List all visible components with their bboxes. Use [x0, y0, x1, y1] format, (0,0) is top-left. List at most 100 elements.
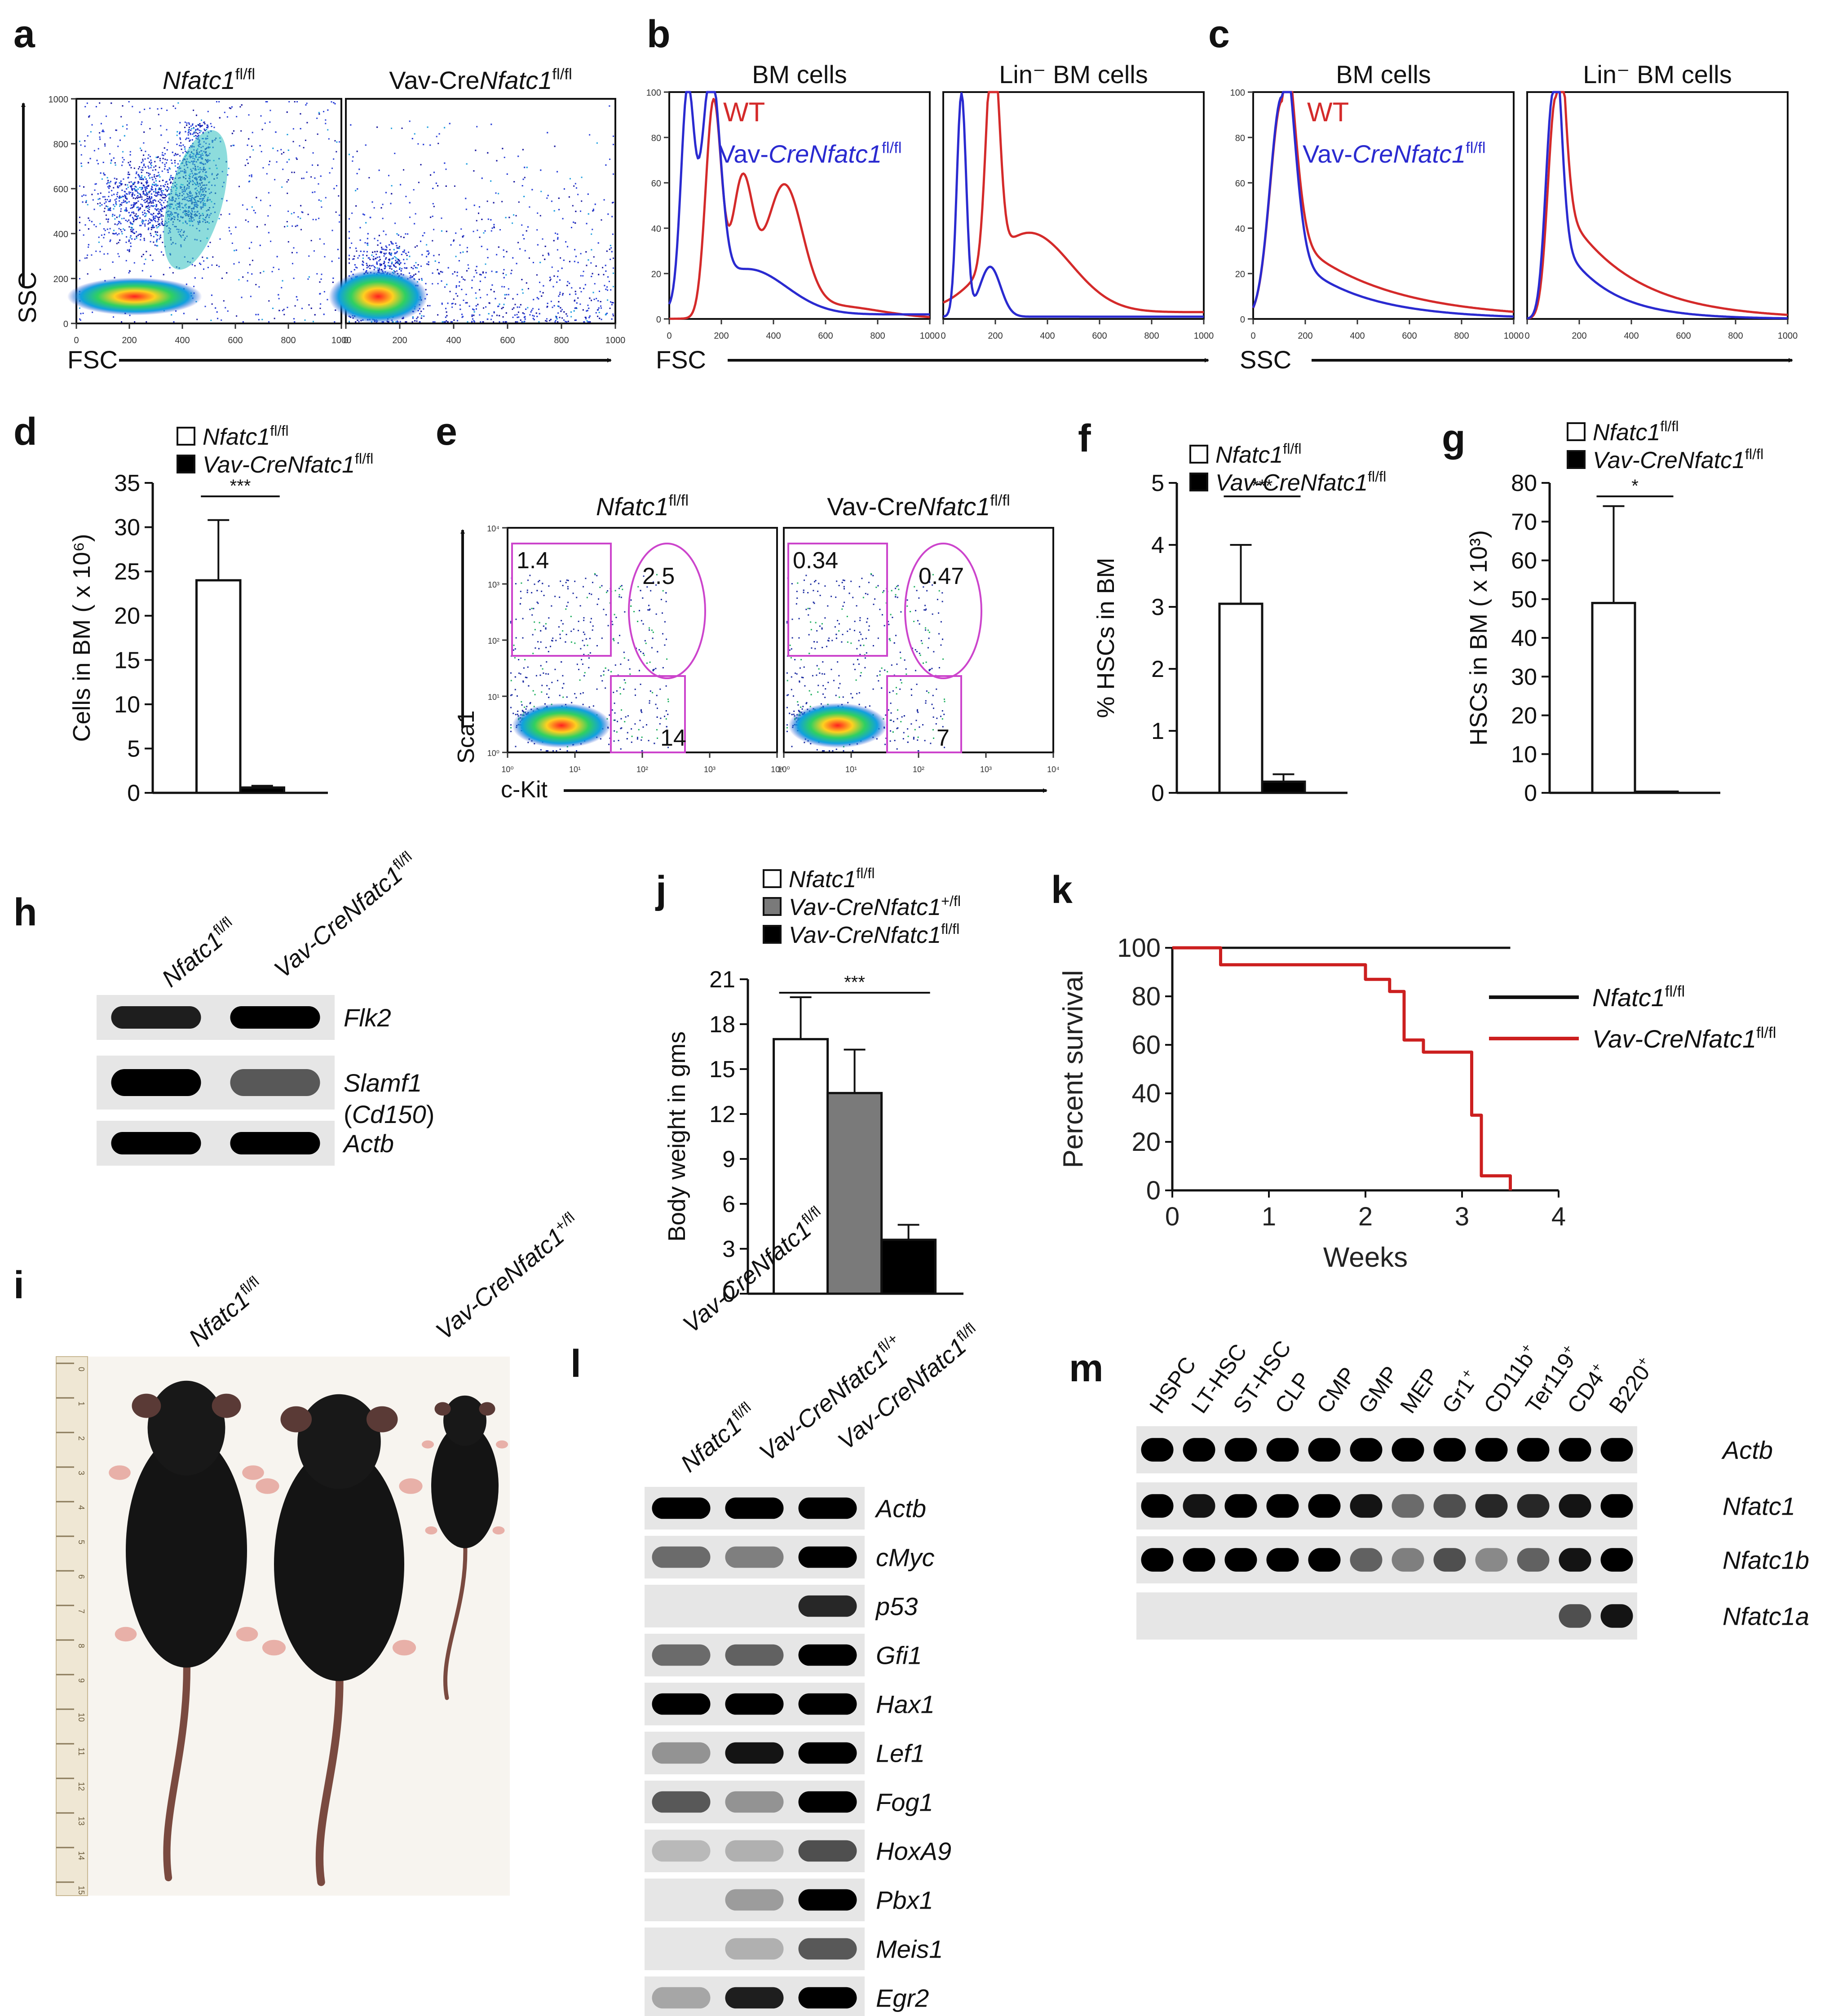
- panel-label-f: f: [1078, 417, 1091, 460]
- flow-dot: [146, 180, 148, 182]
- flow-dot: [572, 205, 574, 207]
- flow-dot: [159, 212, 161, 214]
- flow-dot: [95, 250, 97, 252]
- flow-dot: [334, 321, 336, 323]
- flow-dot: [117, 146, 119, 147]
- flow-dot: [93, 224, 95, 225]
- flow-dot: [501, 286, 503, 287]
- flow-dot: [434, 321, 436, 323]
- flow-dot: [589, 315, 591, 317]
- flow-dot: [153, 191, 155, 193]
- flow-dot: [446, 283, 448, 285]
- flow-dot: [109, 240, 111, 242]
- flow-dot: [417, 143, 419, 145]
- flow-dot: [419, 313, 421, 314]
- flow-dot: [428, 261, 429, 263]
- flow-dot: [174, 162, 176, 164]
- flow-dot: [412, 268, 414, 270]
- flow-dot: [588, 259, 589, 261]
- flow-dot: [399, 268, 401, 270]
- flow-dot: [516, 263, 517, 265]
- flow-dot: [248, 138, 250, 140]
- flow-dot: [400, 270, 402, 272]
- flow-dot: [366, 251, 368, 252]
- flow-dot: [142, 160, 144, 162]
- flow-dot: [233, 263, 235, 265]
- flow-dot: [179, 160, 181, 162]
- flow-dot: [143, 164, 145, 165]
- flow-dot: [613, 144, 614, 146]
- flow-dot: [294, 101, 296, 102]
- flow-dot: [108, 187, 110, 189]
- panel-label-c: c: [1208, 13, 1230, 56]
- flow-dot: [107, 206, 109, 208]
- flow-dot: [325, 119, 327, 121]
- flow-dot: [226, 272, 228, 274]
- flow-dot: [157, 108, 159, 110]
- flow-dot: [405, 252, 407, 254]
- flow-dot: [581, 200, 583, 202]
- flow-dot: [575, 211, 577, 212]
- flow-dot: [232, 145, 234, 146]
- flow-dot: [236, 315, 238, 317]
- flow-dot: [466, 302, 468, 304]
- flow-dot: [385, 245, 387, 247]
- flow-dot: [136, 190, 138, 192]
- c-x-tick-label: 600: [1402, 331, 1417, 341]
- flow-dot: [312, 191, 314, 193]
- flow-dot: [79, 230, 80, 231]
- flow-dot: [355, 321, 357, 323]
- flow-dot: [133, 206, 134, 208]
- flow-dot: [132, 224, 133, 225]
- flow-dot: [141, 182, 142, 184]
- flow-dot: [164, 206, 166, 208]
- flow-dot: [491, 315, 493, 317]
- flow-dot: [282, 309, 283, 311]
- flow-dot: [115, 232, 117, 234]
- flow-dot: [533, 319, 535, 321]
- flow-dot: [401, 128, 403, 129]
- flow-dot: [389, 265, 391, 267]
- flow-dot: [349, 321, 350, 323]
- flow-dot: [208, 246, 209, 248]
- flow-dot: [88, 217, 89, 219]
- flow-dot: [455, 285, 457, 287]
- flow-dot: [118, 223, 119, 225]
- flow-dot: [238, 261, 240, 263]
- flow-dot: [128, 239, 130, 241]
- flow-dot: [115, 129, 117, 131]
- flow-dot: [153, 219, 155, 221]
- flow-dot: [457, 295, 459, 297]
- flow-dot: [142, 169, 144, 171]
- flow-dot: [134, 203, 136, 205]
- flow-dot: [255, 284, 257, 286]
- flow-dot: [284, 226, 286, 228]
- flow-dot: [199, 123, 201, 125]
- flow-dot: [562, 293, 564, 295]
- label-part: CreNfatc1: [769, 140, 882, 168]
- flow-dot: [146, 201, 148, 203]
- flow-dot: [523, 313, 525, 314]
- flow-dot: [473, 204, 475, 206]
- flow-dot: [396, 258, 398, 260]
- flow-dot: [150, 167, 152, 168]
- flow-dot: [88, 244, 89, 246]
- flow-dot: [447, 321, 449, 323]
- c-x-tick-label: 800: [1454, 331, 1469, 341]
- flow-dot: [506, 173, 508, 175]
- flow-dot: [522, 234, 524, 236]
- flow-dot: [101, 204, 103, 206]
- flow-dot: [296, 252, 298, 253]
- flow-dot: [473, 170, 475, 172]
- flow-dot: [129, 314, 131, 316]
- flow-dot: [171, 162, 173, 164]
- flow-dot: [142, 214, 144, 216]
- flow-dot: [132, 192, 134, 194]
- flow-dot: [248, 175, 250, 177]
- flow-dot: [227, 174, 229, 176]
- flow-dot: [355, 248, 357, 249]
- flow-dot: [471, 321, 473, 323]
- flow-dot: [164, 207, 166, 209]
- flow-dot: [395, 321, 397, 323]
- flow-dot: [486, 248, 488, 250]
